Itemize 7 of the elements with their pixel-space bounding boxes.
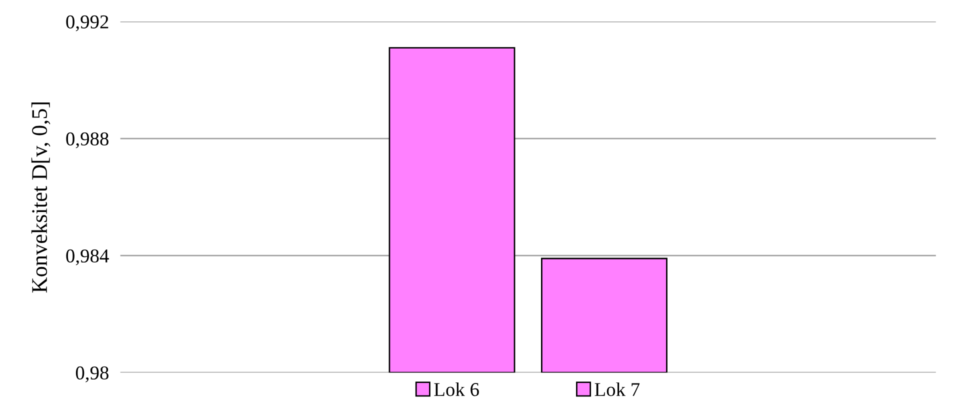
y-tick-label: 0,988 (66, 132, 108, 148)
legend-label: Lok 7 (594, 382, 640, 396)
legend-label: Lok 6 (434, 382, 479, 396)
y-tick-label: 0,992 (66, 15, 108, 32)
y-axis-title: Konveksitet D[v, 0,5] (31, 102, 50, 293)
y-tick-label: 0,984 (66, 249, 109, 266)
y-tick-label: 0,98 (76, 366, 108, 382)
